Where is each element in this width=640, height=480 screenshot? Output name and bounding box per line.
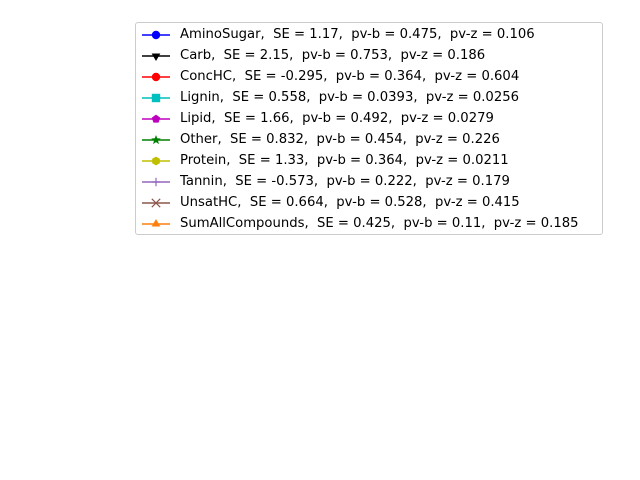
legend-entry: Tannin, SE = -0.573, pv-b = 0.222, pv-z … (136, 172, 602, 192)
legend-marker (151, 53, 161, 62)
chart-legend: AminoSugar, SE = 1.17, pv-b = 0.475, pv-… (135, 22, 603, 235)
legend-marker (151, 30, 161, 40)
legend-marker-icon (142, 218, 170, 227)
legend-marker-icon (142, 93, 170, 103)
legend-marker-icon (142, 198, 170, 208)
legend-marker (152, 156, 160, 166)
legend-entry: AminoSugar, SE = 1.17, pv-b = 0.475, pv-… (136, 25, 602, 45)
legend-marker (151, 198, 161, 208)
legend-entry: UnsatHC, SE = 0.664, pv-b = 0.528, pv-z … (136, 193, 602, 213)
legend-marker-icon (142, 134, 170, 145)
legend-label: Tannin, SE = -0.573, pv-b = 0.222, pv-z … (180, 174, 510, 189)
legend-marker-icon (142, 114, 170, 123)
legend-label: Lipid, SE = 1.66, pv-b = 0.492, pv-z = 0… (180, 111, 494, 126)
legend-label: Protein, SE = 1.33, pv-b = 0.364, pv-z =… (180, 153, 509, 168)
legend-label: SumAllCompounds, SE = 0.425, pv-b = 0.11… (180, 216, 579, 231)
legend-marker (151, 72, 161, 82)
legend-marker-icon (142, 72, 170, 82)
legend-entry: Lignin, SE = 0.558, pv-b = 0.0393, pv-z … (136, 88, 602, 108)
legend-label: Carb, SE = 2.15, pv-b = 0.753, pv-z = 0.… (180, 48, 486, 63)
legend-entry: Lipid, SE = 1.66, pv-b = 0.492, pv-z = 0… (136, 109, 602, 129)
legend-marker (151, 134, 161, 145)
legend-entry: Other, SE = 0.832, pv-b = 0.454, pv-z = … (136, 130, 602, 150)
legend-marker-icon (142, 53, 170, 62)
legend-marker (151, 218, 161, 227)
legend-entry: ConcHC, SE = -0.295, pv-b = 0.364, pv-z … (136, 67, 602, 87)
legend-marker (151, 177, 161, 187)
legend-marker-icon (142, 177, 170, 187)
legend-label: Other, SE = 0.832, pv-b = 0.454, pv-z = … (180, 132, 500, 147)
legend-marker (151, 114, 161, 123)
legend-entry: Protein, SE = 1.33, pv-b = 0.364, pv-z =… (136, 151, 602, 171)
legend-marker-icon (142, 156, 170, 166)
legend-label: UnsatHC, SE = 0.664, pv-b = 0.528, pv-z … (180, 195, 520, 210)
legend-entry: SumAllCompounds, SE = 0.425, pv-b = 0.11… (136, 214, 602, 234)
legend-label: Lignin, SE = 0.558, pv-b = 0.0393, pv-z … (180, 90, 519, 105)
legend-marker-icon (142, 30, 170, 40)
legend-label: ConcHC, SE = -0.295, pv-b = 0.364, pv-z … (180, 69, 520, 84)
legend-marker (151, 93, 161, 103)
legend-label: AminoSugar, SE = 1.17, pv-b = 0.475, pv-… (180, 27, 535, 42)
legend-entry: Carb, SE = 2.15, pv-b = 0.753, pv-z = 0.… (136, 46, 602, 66)
